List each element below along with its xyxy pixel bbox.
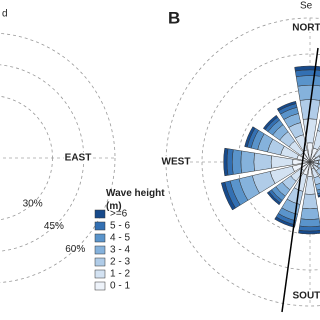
- legend-label: 0 - 1: [110, 281, 130, 292]
- legend-label: 5 - 6: [110, 221, 130, 232]
- wedge: [226, 148, 234, 176]
- direction-label: WEST: [162, 157, 191, 168]
- legend-swatch: [94, 281, 106, 291]
- wedge: [244, 126, 256, 148]
- legend-swatch: [94, 233, 106, 243]
- wedge: [294, 69, 320, 78]
- wedge: [295, 75, 320, 87]
- wedge: [317, 163, 320, 169]
- wedge: [297, 84, 320, 101]
- ring: [201, 53, 320, 271]
- wedge: [231, 149, 243, 175]
- legend-label: >=6: [110, 209, 128, 220]
- direction-label: SOUTH: [293, 291, 320, 302]
- legend-swatch: [94, 269, 106, 279]
- right-subtitle: Se: [300, 1, 313, 12]
- wedge: [317, 195, 320, 198]
- legend-swatch: [94, 245, 106, 255]
- direction-label: NORTH: [292, 23, 320, 34]
- wedge: [317, 118, 320, 132]
- legend-swatch: [94, 221, 106, 231]
- wedge: [302, 193, 318, 210]
- legend-label: 2 - 3: [110, 257, 130, 268]
- wedge: [253, 152, 272, 172]
- wedge: [276, 100, 297, 112]
- ring: [0, 33, 116, 283]
- legend-label: 4 - 5: [110, 233, 130, 244]
- reference-line: [281, 47, 319, 313]
- left-title: d: [2, 9, 8, 20]
- ring: [165, 17, 320, 307]
- legend-swatch: [94, 209, 106, 219]
- ring-label: 30%: [23, 198, 43, 209]
- wedge: [266, 191, 281, 206]
- panel-label: B: [168, 8, 180, 27]
- wedge: [240, 150, 255, 174]
- legend-label: 3 - 4: [110, 245, 130, 256]
- wedge: [298, 225, 320, 232]
- wedge: [262, 114, 279, 131]
- legend-swatch: [94, 257, 106, 267]
- wedge: [299, 218, 320, 228]
- legend-label: 1 - 2: [110, 269, 130, 280]
- wedge: [300, 207, 320, 220]
- wedge: [294, 65, 320, 72]
- ring: [0, 95, 53, 221]
- wedge: [274, 216, 296, 228]
- wedge: [220, 181, 236, 211]
- ring: [0, 64, 85, 252]
- wedge: [223, 147, 229, 177]
- ring-label: 45%: [44, 221, 64, 232]
- legend-title: Wave height (m): [106, 188, 165, 212]
- ring-label: 60%: [65, 244, 85, 255]
- direction-label: EAST: [65, 153, 92, 164]
